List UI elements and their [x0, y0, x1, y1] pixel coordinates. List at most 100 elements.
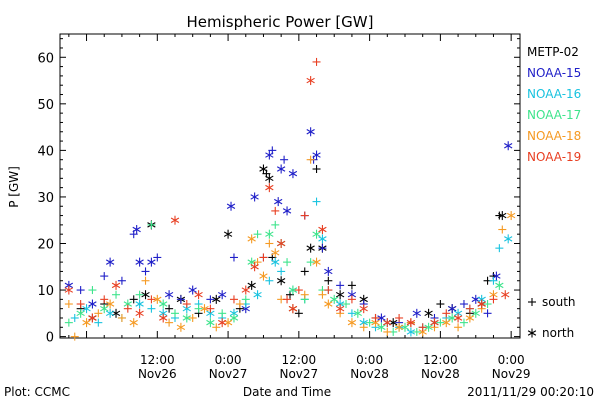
x-axis: 12:00Nov260:00Nov2712:00Nov270:00Nov2812… — [68, 34, 531, 381]
data-point-south — [483, 300, 492, 309]
data-point-north — [330, 294, 339, 304]
data-point-north — [506, 211, 516, 221]
data-point-south — [117, 276, 126, 285]
data-point-south — [283, 258, 292, 267]
data-point-north — [105, 257, 115, 267]
data-point-south — [300, 290, 309, 299]
data-point-south — [459, 318, 468, 327]
data-point-south — [280, 155, 289, 164]
data-point-south — [123, 304, 132, 313]
data-point-south — [383, 327, 392, 336]
data-point-north — [64, 285, 74, 295]
data-point-south — [229, 295, 238, 304]
data-point-south — [465, 304, 474, 313]
data-point-north — [442, 318, 451, 328]
data-point-north — [271, 257, 280, 267]
data-point-south — [436, 300, 445, 309]
x-tick-date-label: Nov29 — [492, 367, 531, 381]
data-point-north — [265, 173, 274, 183]
data-point-north — [159, 299, 168, 309]
data-point-north — [247, 234, 256, 244]
data-point-south — [141, 276, 150, 285]
data-point-north — [312, 150, 321, 160]
data-point-south — [312, 165, 321, 174]
data-point-south — [129, 295, 138, 304]
data-point-south — [300, 211, 309, 220]
data-point-south — [371, 313, 380, 322]
data-point-south — [365, 318, 374, 327]
data-point-south — [112, 290, 121, 299]
data-point-north — [498, 211, 507, 221]
data-point-north — [318, 234, 327, 244]
data-point-north — [111, 280, 121, 290]
data-point-north — [105, 299, 115, 309]
data-point-south — [147, 220, 156, 229]
data-point-north — [282, 206, 292, 216]
data-point-south — [194, 304, 203, 313]
data-point-south — [117, 313, 126, 322]
data-point-south — [64, 318, 73, 327]
data-point-north — [324, 299, 333, 309]
plot-timestamp: 2011/11/29 00:20:10 — [467, 385, 594, 399]
x-tick-time-label: 12:00 — [423, 353, 458, 367]
data-point-north — [253, 290, 262, 300]
data-markers — [64, 57, 516, 341]
legend-entry-noaa-19: NOAA-19 — [527, 150, 581, 164]
data-point-north — [383, 318, 392, 328]
data-point-north — [306, 127, 315, 137]
data-point-north — [159, 313, 168, 323]
data-point-south — [64, 300, 73, 309]
data-point-south — [418, 323, 427, 332]
x-axis-label: Date and Time — [243, 385, 331, 399]
data-point-south — [94, 309, 103, 318]
x-tick-time-label: 12:00 — [282, 353, 317, 367]
data-point-south — [147, 295, 156, 304]
data-point-north — [100, 304, 109, 314]
data-point-north — [164, 290, 174, 300]
data-point-north — [88, 299, 97, 309]
data-point-north — [135, 257, 144, 267]
y-tick-label: 40 — [37, 144, 54, 159]
data-point-south — [412, 327, 421, 336]
data-point-south — [498, 225, 507, 234]
data-point-north — [247, 280, 256, 290]
data-point-north — [111, 308, 121, 318]
chart-title: Hemispheric Power [GW] — [187, 13, 374, 31]
data-point-north — [218, 290, 227, 300]
data-point-north — [424, 308, 433, 318]
data-point-north — [76, 308, 85, 318]
legend-entry-noaa-15: NOAA-15 — [527, 66, 581, 80]
data-point-south — [395, 313, 404, 322]
data-point-north — [265, 229, 274, 239]
legend-south-label: south — [542, 295, 576, 309]
data-point-north — [141, 290, 150, 300]
data-point-north — [241, 285, 250, 295]
data-point-north — [335, 304, 345, 314]
data-point-north — [318, 225, 327, 235]
data-point-south — [206, 304, 215, 313]
data-point-south — [218, 309, 227, 318]
y-tick-label: 50 — [37, 98, 54, 113]
data-point-south — [283, 295, 292, 304]
data-point-south — [268, 146, 277, 155]
data-point-north — [353, 308, 362, 318]
data-point-north — [347, 318, 357, 328]
x-tick-date-label: Nov28 — [350, 367, 389, 381]
data-point-south — [489, 295, 498, 304]
data-point-north — [147, 257, 156, 267]
data-point-south — [100, 272, 109, 281]
series-noaa-19 — [64, 57, 510, 332]
legend-entry-noaa-18: NOAA-18 — [527, 129, 581, 143]
data-point-south — [94, 318, 103, 327]
data-point-south — [318, 290, 327, 299]
series-noaa-17 — [64, 220, 504, 336]
data-point-south — [300, 267, 309, 276]
data-point-south — [212, 323, 221, 332]
data-point-south — [342, 300, 351, 309]
data-point-north — [218, 318, 227, 328]
data-point-north — [271, 248, 280, 258]
data-point-north — [226, 201, 236, 211]
data-point-south — [76, 286, 85, 295]
